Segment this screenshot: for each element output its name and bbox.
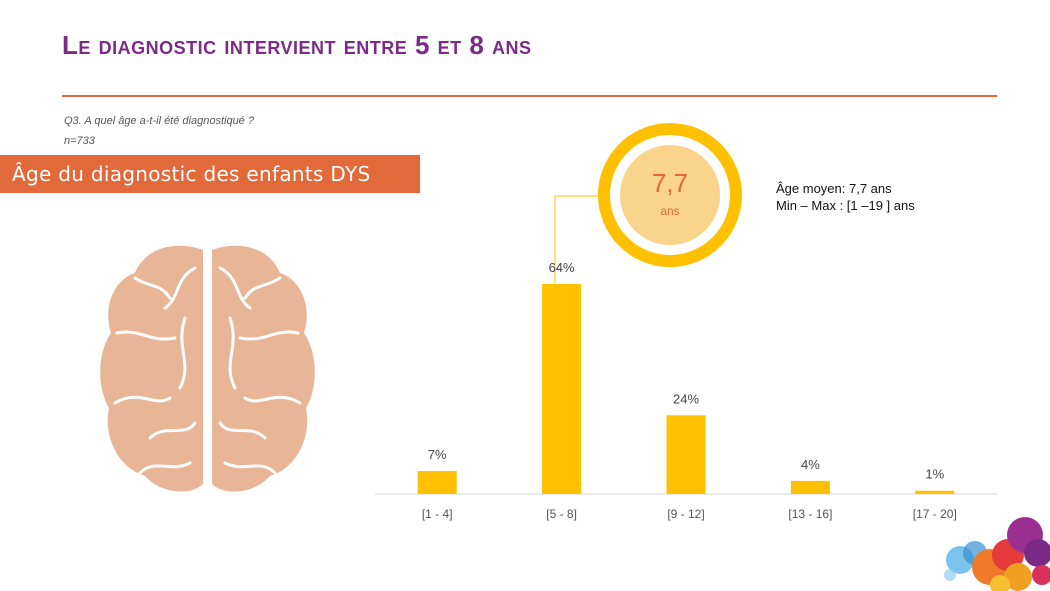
average-age-text: Âge moyen: 7,7 ans [776, 181, 892, 196]
data-label-5: 1% [925, 467, 944, 482]
data-label-3: 24% [673, 391, 699, 406]
x-tick-label-2: [5 - 8] [546, 507, 577, 521]
section-banner: Âge du diagnostic des enfants DYS [0, 155, 420, 193]
x-tick-label-1: [1 - 4] [422, 507, 453, 521]
data-label-4: 4% [801, 457, 820, 472]
sample-size: n=733 [64, 135, 95, 147]
min-max-text: Min – Max : [1 –19 ] ans [776, 198, 915, 213]
bar-1 [417, 471, 457, 494]
title-divider [62, 95, 997, 97]
x-tick-label-5: [17 - 20] [913, 507, 957, 521]
brain-icon [100, 245, 315, 492]
bar-5 [915, 490, 955, 494]
x-tick-label-4: [13 - 16] [788, 507, 832, 521]
question-text: Q3. A quel âge a-t-il été diagnostiqué ? [64, 115, 254, 127]
data-label-2: 64% [549, 260, 575, 275]
average-badge-fill [620, 145, 720, 245]
question-block: Q3. A quel âge a-t-il été diagnostiqué ?… [64, 111, 254, 151]
average-badge-value: 7,7 [651, 168, 689, 198]
bar-3 [666, 415, 706, 494]
bar-4 [790, 480, 830, 494]
x-tick-label-3: [9 - 12] [667, 507, 704, 521]
average-summary: Âge moyen: 7,7 ans Min – Max : [1 –19 ] … [776, 180, 915, 214]
data-label-1: 7% [428, 447, 447, 462]
average-badge-unit: ans [660, 204, 680, 218]
page-title: Le diagnostic intervient entre 5 et 8 an… [62, 30, 532, 60]
color-splash-logo [944, 517, 1050, 591]
bar-2 [542, 284, 582, 494]
